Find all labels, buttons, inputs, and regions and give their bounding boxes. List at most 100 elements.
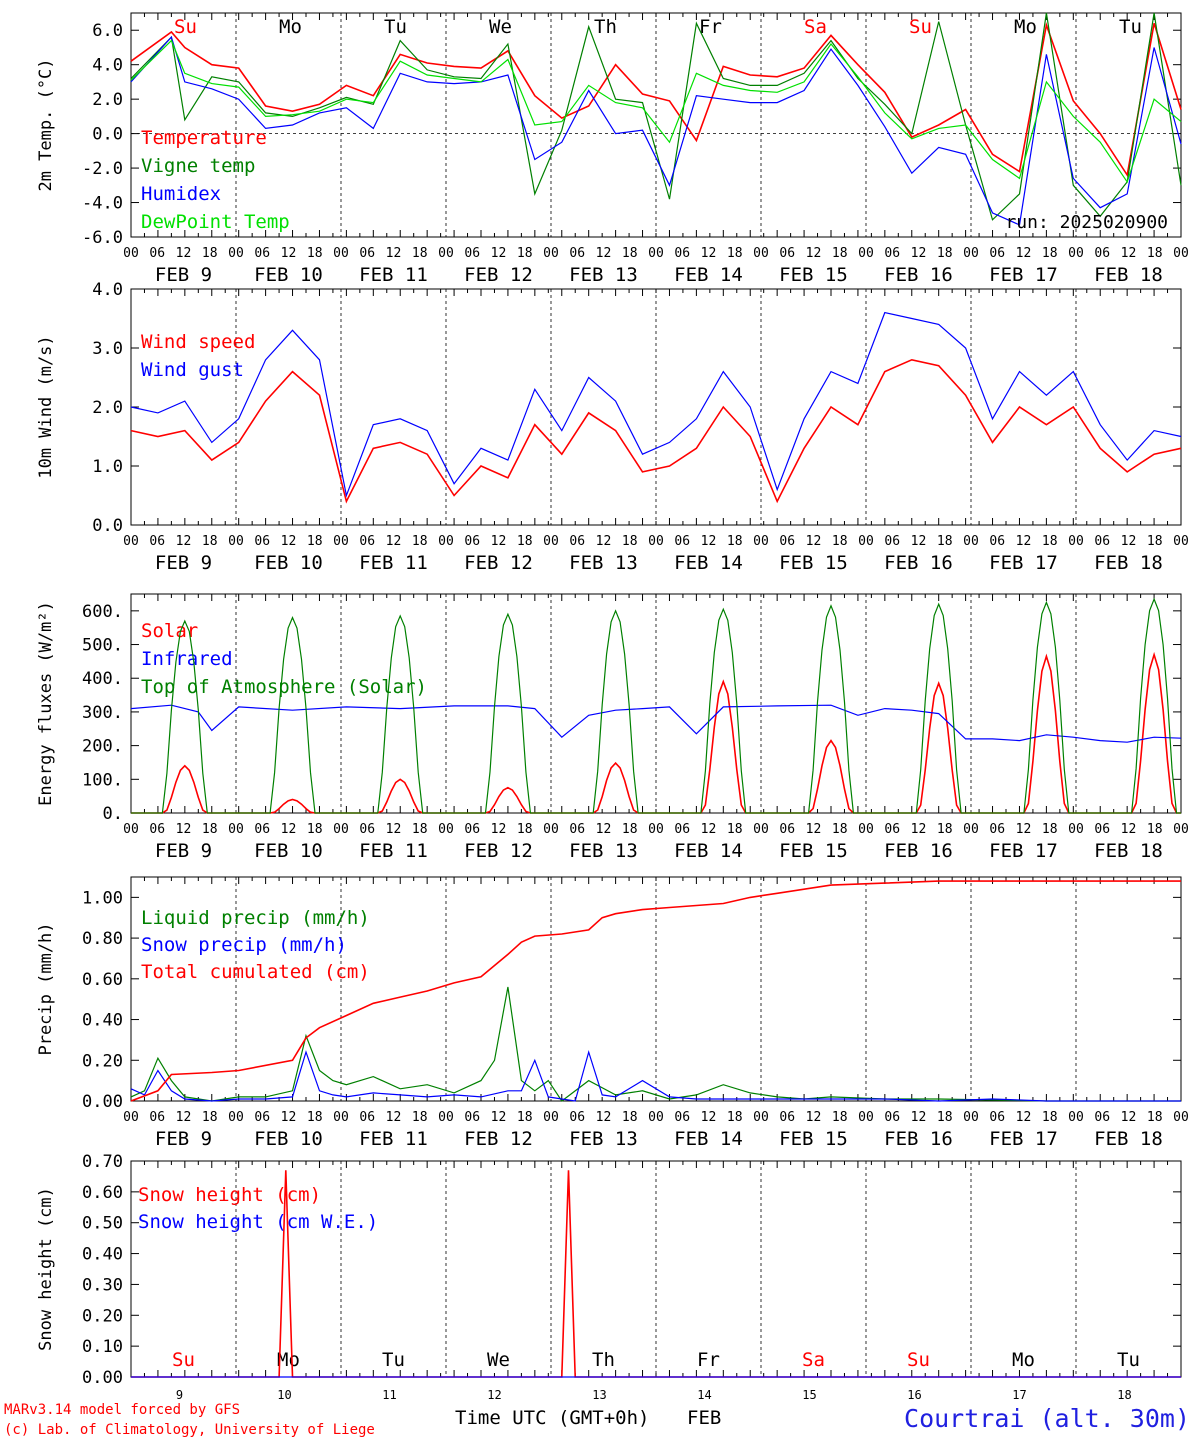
weekday-label: Su <box>174 16 197 38</box>
hour-tick-label: 06 <box>779 534 795 549</box>
hour-tick-label: 06 <box>1094 1110 1110 1125</box>
y-tick-label: 0.40 <box>82 1011 123 1031</box>
date-label: FEB 16 <box>884 840 953 862</box>
hour-tick-label: 18 <box>1042 1110 1058 1125</box>
day-number-label: 9 <box>176 1388 183 1402</box>
date-label: FEB 9 <box>155 264 212 286</box>
date-label: FEB 11 <box>359 264 428 286</box>
legend-entry: DewPoint Temp <box>141 211 290 233</box>
run-annotation: run: 2025020900 <box>1005 212 1168 233</box>
hour-tick-label: 00 <box>543 822 559 837</box>
y-tick-label: 0.50 <box>82 1214 123 1234</box>
weekday-label: Mo <box>279 16 302 38</box>
hour-tick-label: 00 <box>1068 534 1084 549</box>
date-label: FEB 15 <box>779 840 848 862</box>
date-label: FEB 10 <box>254 840 323 862</box>
y-tick-label: 1.0 <box>92 457 123 477</box>
hour-tick-label: 00 <box>1173 246 1189 261</box>
hour-tick-label: 00 <box>438 534 454 549</box>
hour-tick-label: 18 <box>307 822 323 837</box>
hour-tick-label: 18 <box>1147 822 1163 837</box>
y-tick-label: 0.60 <box>82 970 123 990</box>
series-line-wind-speed <box>130 358 1182 504</box>
y-tick-label: 400. <box>82 669 123 689</box>
hour-tick-label: 06 <box>149 1110 165 1125</box>
y-tick-label: 0.10 <box>82 1337 123 1357</box>
series-line-snow-precip-mm-h- <box>130 1049 1181 1102</box>
panel-5: 0.70 0.60 0.50 0.40 0.30 0.20 0.10 0.00 Snow hei… <box>36 1152 1182 1402</box>
hour-tick-label: 06 <box>359 246 375 261</box>
hour-tick-label: 00 <box>753 246 769 261</box>
hour-tick-label: 12 <box>386 246 402 261</box>
hour-tick-label: 00 <box>333 822 349 837</box>
weekday-label: Tu <box>1119 16 1142 38</box>
weekday-label: Sa <box>804 16 827 38</box>
hour-tick-label: 06 <box>149 246 165 261</box>
hour-tick-label: 06 <box>884 1110 900 1125</box>
hour-tick-label: 00 <box>963 1110 979 1125</box>
date-label: FEB 17 <box>989 552 1058 574</box>
hour-tick-label: 06 <box>359 822 375 837</box>
hour-tick-label: 00 <box>438 1110 454 1125</box>
hour-tick-label: 00 <box>1068 246 1084 261</box>
weekday-label: Fr <box>697 1349 720 1371</box>
hour-tick-label: 18 <box>937 1110 953 1125</box>
hour-tick-label: 18 <box>622 534 638 549</box>
hour-tick-label: 12 <box>701 822 717 837</box>
day-number-label: 14 <box>697 1388 711 1402</box>
hour-tick-label: 06 <box>254 1110 270 1125</box>
hour-tick-label: 12 <box>1121 246 1137 261</box>
legend-entry: Humidex <box>141 183 221 205</box>
hour-tick-label: 18 <box>517 1110 533 1125</box>
hour-tick-label: 18 <box>1042 246 1058 261</box>
hour-tick-label: 00 <box>963 822 979 837</box>
hour-tick-label: 00 <box>753 1110 769 1125</box>
y-axis-label: 2m Temp. (°C) <box>36 58 56 191</box>
date-label: FEB 16 <box>884 552 953 574</box>
weekday-label: We <box>487 1349 510 1371</box>
date-label: FEB 15 <box>779 1128 848 1150</box>
legend-entry: Top of Atmosphere (Solar) <box>141 676 427 698</box>
series-line-wind-gust <box>130 311 1182 498</box>
legend-entry: Snow precip (mm/h) <box>141 934 347 956</box>
hour-tick-label: 06 <box>569 534 585 549</box>
weekday-label: Mo <box>1014 16 1037 38</box>
date-label: FEB 17 <box>989 840 1058 862</box>
hour-tick-label: 06 <box>1094 822 1110 837</box>
hour-tick-label: 00 <box>228 1110 244 1125</box>
legend-entry: Liquid precip (mm/h) <box>141 907 370 929</box>
footer: MARv3.14 model forced by GFS (c) Lab. of… <box>4 1402 1190 1438</box>
hour-tick-label: 12 <box>806 534 822 549</box>
hour-tick-label: 12 <box>176 534 192 549</box>
day-number-label: 18 <box>1117 1388 1131 1402</box>
date-label: FEB 10 <box>254 1128 323 1150</box>
hour-tick-label: 18 <box>727 534 743 549</box>
hour-tick-label: 18 <box>517 822 533 837</box>
legend-entry: Wind gust <box>141 359 244 381</box>
date-label: FEB 16 <box>884 264 953 286</box>
date-label: FEB 14 <box>674 1128 743 1150</box>
y-tick-label: 3.0 <box>92 339 123 359</box>
y-tick-label: 0.0 <box>92 125 123 145</box>
date-label: FEB 14 <box>674 552 743 574</box>
y-tick-label: 4.0 <box>92 56 123 76</box>
hour-tick-label: 06 <box>779 246 795 261</box>
hour-tick-label: 12 <box>596 1110 612 1125</box>
hour-tick-label: 06 <box>989 1110 1005 1125</box>
date-label: FEB 17 <box>989 264 1058 286</box>
weekday-label: We <box>489 16 512 38</box>
panel-1: 6.0 4.0 2.0 0.0 -2.0 -4.0 -6.0 2m Temp. (°C) 00 0… <box>36 12 1189 286</box>
date-label: FEB 10 <box>254 552 323 574</box>
hour-tick-label: 00 <box>963 534 979 549</box>
hour-tick-label: 06 <box>989 822 1005 837</box>
hour-tick-label: 18 <box>727 246 743 261</box>
day-number-label: 17 <box>1012 1388 1026 1402</box>
hour-tick-label: 06 <box>1094 246 1110 261</box>
hour-tick-label: 00 <box>333 246 349 261</box>
hour-tick-label: 12 <box>386 1110 402 1125</box>
hour-tick-label: 06 <box>674 246 690 261</box>
weekday-label: Th <box>592 1349 615 1371</box>
weekday-label: Tu <box>1117 1349 1140 1371</box>
hour-tick-label: 12 <box>281 822 297 837</box>
